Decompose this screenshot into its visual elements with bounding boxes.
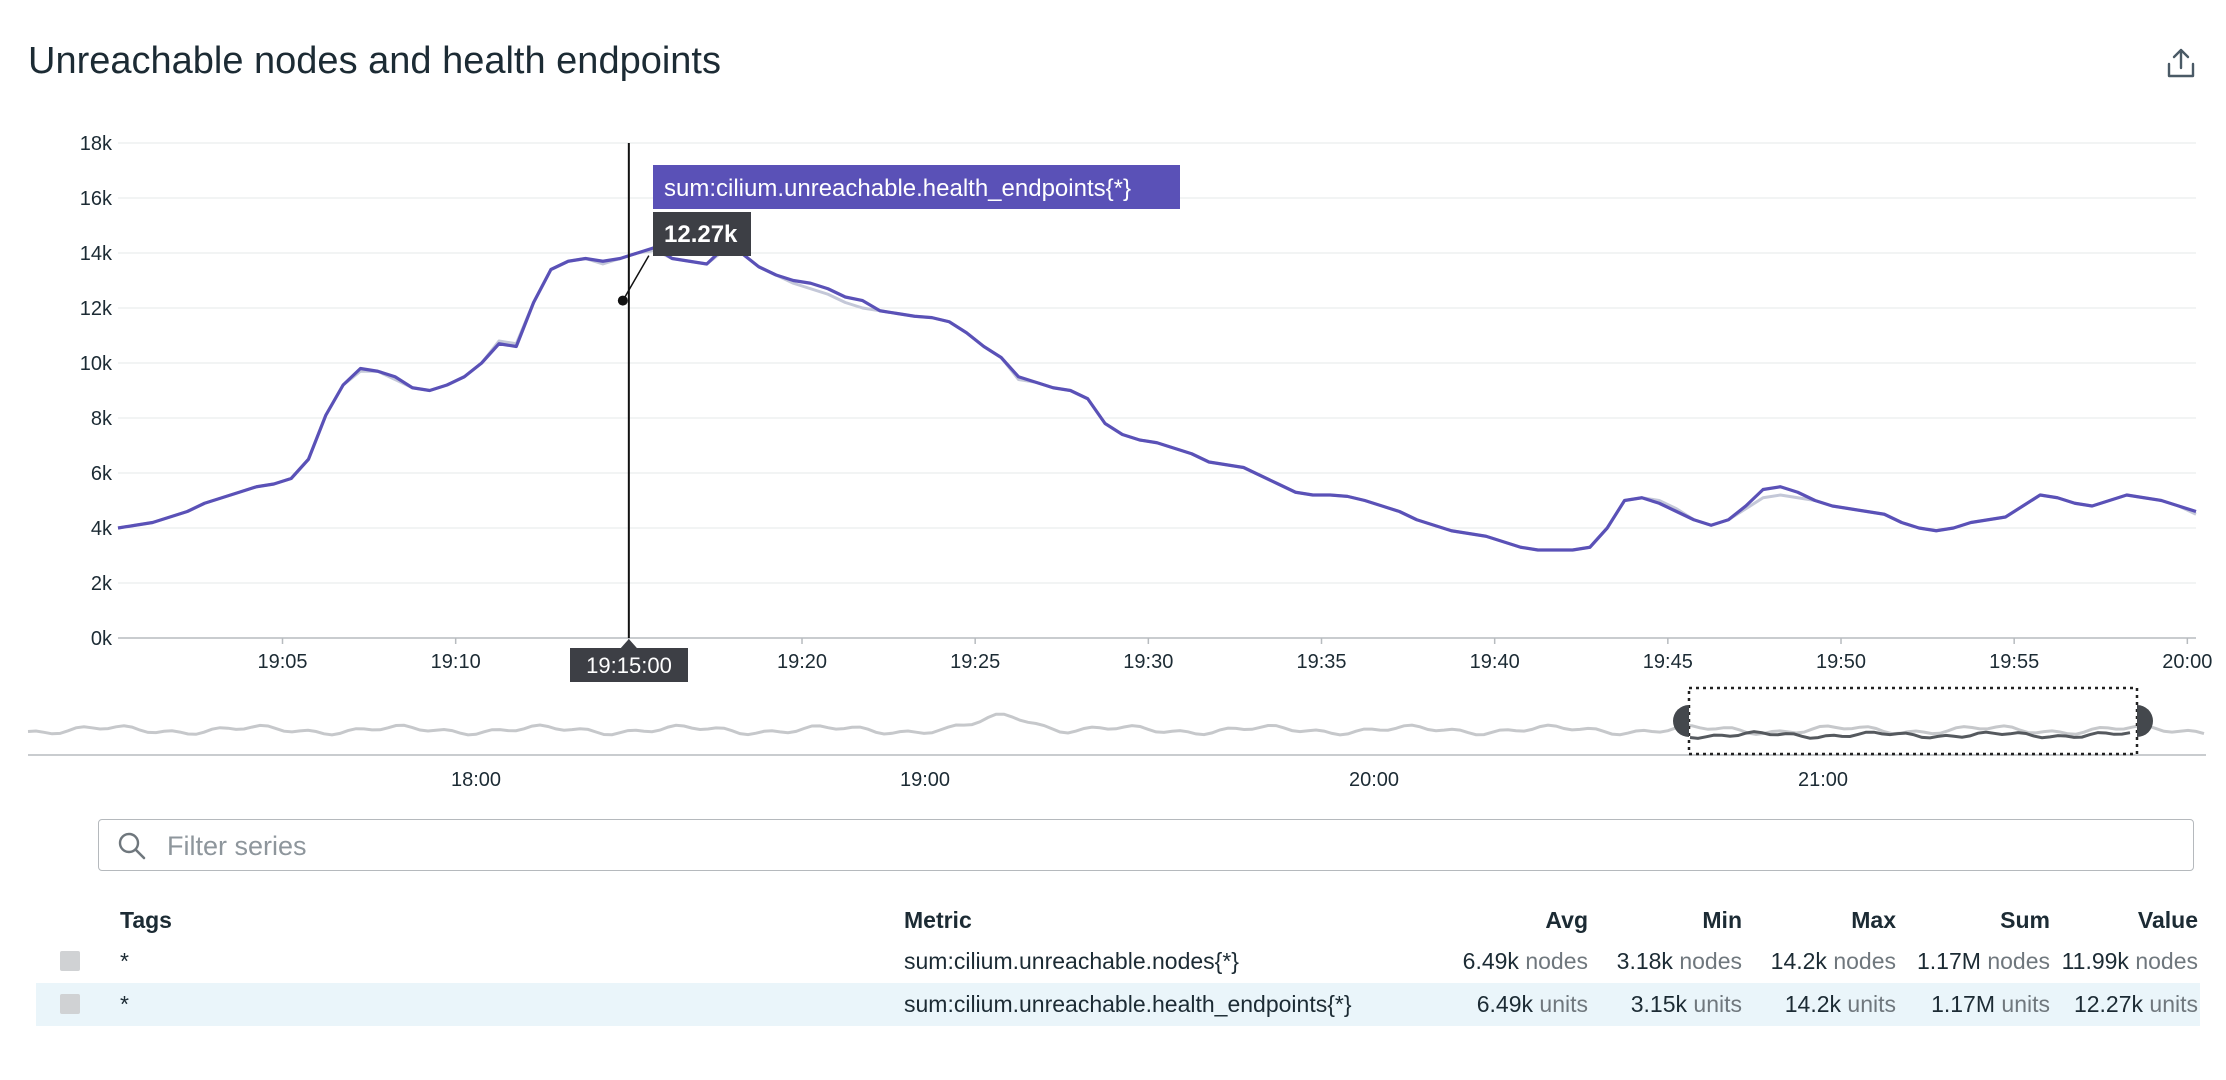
x-tick-label: 19:55 — [1989, 651, 2039, 673]
legend-header-avg[interactable]: Avg — [1545, 907, 1588, 933]
legend-header-min[interactable]: Min — [1702, 907, 1742, 933]
hover-tooltip: sum:cilium.unreachable.health_endpoints{… — [570, 143, 1180, 682]
overview-tick-label: 21:00 — [1798, 769, 1848, 791]
legend-max: 14.2k nodes — [1770, 948, 1896, 974]
legend-avg: 6.49k units — [1476, 991, 1588, 1017]
legend-sum: 1.17M nodes — [1917, 948, 2050, 974]
series-toggle-checkbox[interactable] — [60, 994, 80, 1014]
tooltip-series-name: sum:cilium.unreachable.health_endpoints{… — [664, 175, 1131, 202]
tooltip-connector — [622, 255, 650, 301]
overview-handle-left[interactable] — [1673, 705, 1689, 737]
x-axis-ticks: 19:0519:1019:1519:2019:2519:3019:3519:40… — [257, 638, 2212, 673]
overview-tick-label: 20:00 — [1349, 769, 1399, 791]
legend-header-metric[interactable]: Metric — [904, 907, 972, 933]
x-tick-label: 19:25 — [950, 651, 1000, 673]
x-tick-label: 19:40 — [1470, 651, 1520, 673]
legend-tag: * — [120, 948, 129, 974]
y-tick-label: 0k — [91, 628, 113, 650]
legend-header-max[interactable]: Max — [1851, 907, 1896, 933]
legend-header-sum[interactable]: Sum — [2000, 907, 2050, 933]
tooltip-time-box — [570, 648, 688, 682]
tooltip-time-pointer — [620, 639, 637, 648]
legend-min: 3.18k nodes — [1616, 948, 1742, 974]
y-tick-label: 18k — [80, 133, 113, 155]
legend-max: 14.2k units — [1784, 991, 1896, 1017]
filter-series-box[interactable] — [98, 819, 2194, 871]
y-tick-label: 4k — [91, 518, 113, 540]
legend-tag: * — [120, 991, 129, 1017]
overview-selected-trace — [1689, 730, 2131, 740]
series-line-health-endpoints — [117, 245, 2197, 552]
legend-value: 11.99k nodes — [2061, 948, 2198, 974]
widget-title: Unreachable nodes and health endpoints — [28, 40, 721, 82]
tooltip-value-box — [653, 212, 751, 256]
tooltip-value: 12.27k — [664, 221, 738, 248]
y-tick-label: 10k — [80, 353, 113, 375]
x-tick-label: 19:35 — [1296, 651, 1346, 673]
x-tick-label: 19:05 — [257, 651, 307, 673]
overview-tick-label: 19:00 — [900, 769, 950, 791]
series-line-nodes — [117, 248, 2197, 552]
y-axis-ticks: 0k 2k 4k 6k 8k 10k 12k 14k 16k 18k — [80, 133, 113, 650]
legend-metric: sum:cilium.unreachable.nodes{*} — [904, 948, 1239, 974]
legend-header-value[interactable]: Value — [2137, 907, 2198, 933]
legend-metric: sum:cilium.unreachable.health_endpoints{… — [904, 991, 1352, 1017]
tooltip-series-box — [653, 165, 1180, 209]
legend-min: 3.15k units — [1630, 991, 1742, 1017]
x-tick-label: 19:30 — [1123, 651, 1173, 673]
y-tick-label: 14k — [80, 243, 113, 265]
legend-header-tags[interactable]: Tags — [120, 907, 172, 933]
series-lines — [117, 245, 2197, 552]
y-tick-label: 16k — [80, 188, 113, 210]
hover-point — [617, 295, 628, 306]
tooltip-time: 19:15:00 — [586, 653, 672, 678]
y-tick-label: 6k — [91, 463, 113, 485]
y-grid — [118, 142, 2196, 639]
x-tick-label: 19:10 — [431, 651, 481, 673]
y-tick-label: 2k — [91, 573, 113, 595]
series-toggle-checkbox[interactable] — [60, 951, 80, 971]
legend-row-nodes[interactable]: * sum:cilium.unreachable.nodes{*} 6.49k … — [36, 940, 2200, 983]
x-tick-label: 19:50 — [1816, 651, 1866, 673]
overview-selection-window[interactable] — [1687, 686, 2139, 756]
legend-row-health-endpoints[interactable]: * sum:cilium.unreachable.health_endpoint… — [36, 983, 2200, 1026]
overview-handle-right[interactable] — [2137, 705, 2153, 737]
x-tick-label: 20:00 — [2162, 651, 2212, 673]
overview-navigator: 18:00 19:00 20:00 21:00 — [27, 686, 2206, 791]
legend-sum: 1.17M units — [1931, 991, 2050, 1017]
share-export-icon[interactable] — [2164, 46, 2198, 80]
y-tick-label: 12k — [80, 298, 113, 320]
legend-value: 12.27k units — [2073, 991, 2198, 1017]
overview-tick-label: 18:00 — [451, 769, 501, 791]
x-tick-label: 19:45 — [1643, 651, 1693, 673]
x-tick-label: 19:20 — [777, 651, 827, 673]
y-tick-label: 8k — [91, 408, 113, 430]
filter-series-input[interactable] — [165, 826, 2149, 866]
timeseries-chart[interactable]: 0k 2k 4k 6k 8k 10k 12k 14k 16k 18k 19:05 19:10 19:1… — [0, 0, 2226, 800]
search-icon — [118, 832, 146, 860]
legend-avg: 6.49k nodes — [1462, 948, 1588, 974]
overview-trace — [27, 712, 2205, 737]
